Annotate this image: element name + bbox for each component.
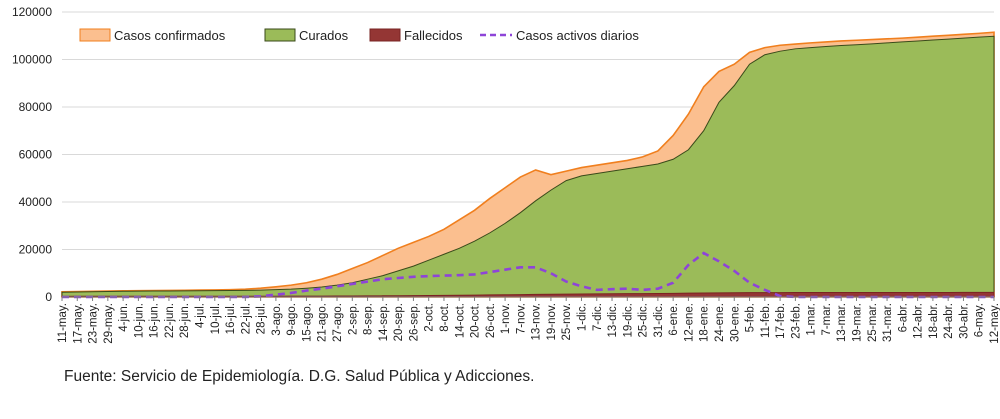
- axes: [61, 296, 995, 301]
- y-tick-label-0: 0: [45, 290, 52, 304]
- x-tick-label-35: 7-dic.: [592, 303, 604, 331]
- plot-areas: [61, 31, 995, 299]
- x-tick-label-12: 22-jul.: [240, 303, 252, 334]
- x-tick-label-54: 31-mar.: [882, 303, 894, 342]
- legend-casos-confirmados-swatch: [79, 28, 111, 42]
- x-tick-label-26: 14-oct.: [454, 303, 466, 338]
- x-tick-label-15: 9-ago.: [286, 303, 298, 336]
- x-tick-label-53: 25-mar.: [867, 303, 879, 342]
- legend-casos-confirmados: Casos confirmados: [79, 28, 226, 43]
- x-tick-label-31: 13-nov.: [531, 303, 543, 341]
- area-curados: [61, 35, 995, 298]
- x-tick-label-56: 12-abr.: [913, 303, 925, 339]
- x-tick-label-4: 4-jun.: [118, 303, 130, 332]
- y-tick-label-6: 120000: [12, 5, 52, 19]
- x-tick-label-41: 12-ene.: [683, 303, 695, 342]
- x-tick-label-27: 20-oct.: [470, 303, 482, 338]
- legend-curados-label: Curados: [299, 28, 349, 43]
- x-tick-label-38: 25-dic.: [638, 303, 650, 338]
- legend: Casos confirmados Curados Fallecidos Casos …: [79, 28, 639, 43]
- x-tick-label-23: 26-sep.: [408, 303, 420, 341]
- y-tick-label-2: 40000: [19, 195, 53, 209]
- legend-casos-activos-diarios-label: Casos activos diarios: [516, 28, 639, 43]
- x-tick-label-3: 29-may.: [103, 303, 115, 344]
- x-tick-label-49: 1-mar.: [806, 303, 818, 336]
- x-tick-label-45: 5-feb.: [745, 303, 757, 332]
- x-axis-ticks: 11-may. 17-may. 23-may. 29-may. 4-jun. 10-jun…: [57, 303, 1000, 344]
- x-tick-label-28: 26-oct.: [485, 303, 497, 338]
- legend-fallecidos: Fallecidos: [369, 28, 463, 43]
- x-tick-label-42: 18-ene.: [699, 303, 711, 342]
- legend-curados-swatch: [264, 28, 296, 42]
- x-tick-label-43: 24-ene.: [714, 303, 726, 342]
- x-tick-label-37: 19-dic.: [622, 303, 634, 338]
- x-tick-label-17: 21-ago.: [317, 303, 329, 342]
- x-tick-label-58: 24-abr.: [943, 303, 955, 339]
- x-tick-label-19: 2-sep.: [347, 303, 359, 335]
- y-tick-label-1: 20000: [19, 243, 53, 257]
- x-tick-label-48: 23-feb.: [790, 303, 802, 339]
- x-tick-label-14: 3-ago.: [271, 303, 283, 336]
- y-tick-label-5: 100000: [12, 53, 52, 67]
- x-tick-label-61: 12-may.: [989, 303, 1000, 344]
- x-tick-label-59: 30-abr.: [958, 303, 970, 339]
- source-note: Fuente: Servicio de Epidemiología. D.G. …: [64, 368, 535, 385]
- x-tick-label-51: 13-mar.: [836, 303, 848, 342]
- y-axis-ticks: 0 20000 40000 60000 80000 100000 120000: [12, 5, 52, 304]
- x-tick-label-5: 10-jun.: [133, 303, 145, 338]
- x-tick-label-10: 10-jul.: [210, 303, 222, 334]
- x-tick-label-32: 19-nov.: [546, 303, 558, 341]
- y-tick-label-4: 80000: [19, 100, 53, 114]
- x-tick-label-30: 7-nov.: [515, 303, 527, 334]
- x-tick-label-24: 2-oct.: [424, 303, 436, 332]
- x-tick-label-52: 19-mar.: [851, 303, 863, 342]
- x-tick-label-9: 4-jul.: [195, 303, 207, 328]
- y-tick-label-3: 60000: [19, 148, 53, 162]
- legend-fallecidos-label: Fallecidos: [404, 28, 463, 43]
- x-tick-label-11: 16-jul.: [225, 303, 237, 334]
- legend-casos-confirmados-label: Casos confirmados: [114, 28, 226, 43]
- x-tick-label-21: 14-sep.: [378, 303, 390, 341]
- x-tick-label-6: 16-jun.: [149, 303, 161, 338]
- x-tick-label-0: 11-may.: [57, 303, 69, 343]
- x-tick-label-22: 20-sep.: [393, 303, 405, 341]
- x-tick-label-55: 6-abr.: [897, 303, 909, 332]
- x-tick-label-20: 8-sep.: [363, 303, 375, 335]
- x-tick-label-36: 13-dic.: [607, 303, 619, 338]
- x-tick-label-33: 25-nov.: [561, 303, 573, 341]
- x-tick-label-34: 1-dic.: [576, 303, 588, 331]
- x-tick-label-13: 28-jul.: [256, 303, 268, 334]
- x-tick-label-8: 28-jun.: [179, 303, 191, 338]
- x-tick-label-60: 6-may.: [974, 303, 986, 337]
- x-tick-label-7: 22-jun.: [164, 303, 176, 338]
- x-tick-label-57: 18-abr.: [928, 303, 940, 339]
- x-tick-label-47: 17-feb.: [775, 303, 787, 339]
- x-tick-label-2: 23-may.: [88, 303, 100, 344]
- x-tick-label-29: 1-nov.: [500, 303, 512, 334]
- legend-curados: Curados: [264, 28, 349, 43]
- x-tick-label-40: 6-ene.: [668, 303, 680, 336]
- x-tick-label-44: 30-ene.: [729, 303, 741, 342]
- x-tick-label-1: 17-may.: [72, 303, 84, 344]
- x-tick-label-16: 15-ago.: [301, 303, 313, 342]
- x-tick-label-39: 31-dic.: [653, 303, 665, 338]
- x-tick-label-25: 8-oct.: [439, 303, 451, 332]
- x-tick-label-46: 11-feb.: [760, 303, 772, 338]
- x-tick-label-50: 7-mar.: [821, 303, 833, 336]
- legend-fallecidos-swatch: [369, 28, 401, 42]
- legend-casos-activos-diarios: Casos activos diarios: [480, 28, 639, 43]
- x-tick-label-18: 27-ago.: [332, 303, 344, 342]
